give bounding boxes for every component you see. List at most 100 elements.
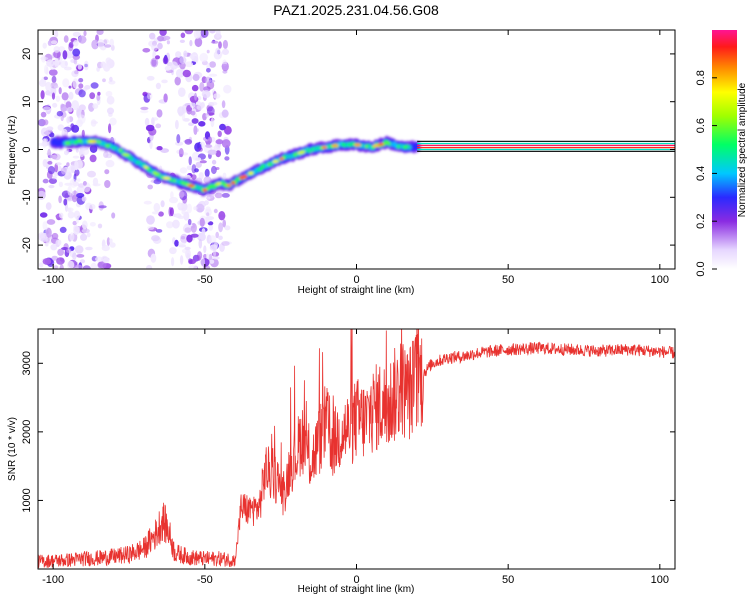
spectral-noise-blob [70, 123, 75, 131]
spectral-noise-blob [158, 211, 164, 217]
spectral-noise-blob [177, 215, 185, 219]
colorbar-tick-label: 0.2 [695, 214, 707, 229]
spectral-noise-blob [58, 181, 64, 188]
spectral-noise-blob [84, 85, 91, 90]
spectral-noise-blob [146, 264, 153, 269]
spectral-noise-blob [203, 245, 207, 253]
spectral-noise-blob [208, 73, 218, 77]
spectral-noise-blob [205, 144, 213, 148]
spectral-noise-blob [221, 63, 228, 69]
spectral-noise-blob [179, 167, 188, 174]
ridge-peak [331, 144, 339, 148]
spectral-noise-blob [149, 140, 153, 150]
spectral-noise-blob [210, 117, 215, 128]
spectral-noise-blob [90, 262, 97, 269]
spectral-noise-blob [77, 114, 86, 124]
spectral-noise-blob [169, 61, 178, 70]
spectral-noise-blob [219, 123, 226, 131]
spectral-noise-blob [188, 122, 194, 127]
spectral-noise-blob [95, 256, 104, 262]
spectrogram-x-tick-label: 0 [353, 274, 359, 286]
spectral-noise-blob [155, 123, 162, 129]
spectral-noise-blob [180, 201, 188, 212]
spectral-noise-blob [145, 124, 155, 132]
ridge-peak [272, 159, 279, 164]
spectral-noise-blob [59, 264, 64, 269]
spectrogram-y-tick-label: 10 [21, 96, 33, 108]
spectral-noise-blob [211, 159, 217, 165]
spectral-noise-blob [222, 219, 226, 228]
spectral-noise-blob [179, 255, 184, 265]
spectral-noise-blob [97, 39, 105, 49]
spectral-noise-blob [96, 30, 104, 35]
ridge-peak [216, 181, 222, 185]
spectrogram-x-tick-label: 50 [502, 274, 514, 286]
spectral-noise-blob [47, 40, 53, 46]
spectral-noise-blob [199, 217, 205, 227]
spectral-noise-blob [213, 208, 218, 214]
spectral-noise-blob [54, 58, 60, 68]
spectral-noise-blob [184, 138, 193, 145]
spectral-noise-blob [198, 147, 203, 152]
spectral-noise-blob [81, 196, 87, 202]
spectral-noise-blob [157, 42, 163, 50]
spectral-noise-blob [51, 232, 59, 240]
spectral-noise-blob [198, 172, 204, 180]
spectral-noise-blob [40, 56, 49, 61]
spectral-noise-blob [42, 138, 47, 148]
spectral-noise-blob [144, 117, 150, 127]
spectral-noise-blob [47, 166, 56, 175]
spectral-noise-blob [87, 170, 96, 178]
spectral-noise-blob [168, 206, 172, 217]
spectral-noise-blob [109, 76, 113, 82]
spectral-noise-blob [181, 209, 186, 215]
spectral-noise-blob [68, 41, 74, 49]
spectral-noise-blob [78, 89, 86, 98]
spectral-noise-blob [83, 30, 87, 37]
spectral-noise-blob [104, 169, 110, 175]
spectral-noise-blob [180, 32, 186, 39]
spectral-noise-blob [72, 48, 81, 57]
spectral-noise-blob [188, 156, 192, 166]
spectral-noise-blob [79, 259, 86, 264]
spectral-noise-blob [151, 44, 159, 51]
spectral-noise-blob [186, 165, 192, 171]
spectral-noise-blob [182, 69, 191, 78]
spectral-noise-blob [97, 261, 103, 268]
spectral-noise-blob [42, 221, 48, 231]
spectral-noise-blob [201, 90, 211, 99]
spectral-noise-blob [150, 57, 159, 68]
spectral-noise-blob [58, 87, 62, 95]
spectral-noise-blob [48, 69, 58, 76]
spectral-noise-blob [91, 39, 99, 50]
spectral-noise-blob [43, 119, 49, 126]
spectral-noise-blob [160, 148, 170, 154]
spectral-noise-blob [96, 94, 101, 101]
spectral-noise-blob [55, 214, 59, 218]
snr-y-tick-label: 1000 [21, 488, 33, 512]
spectral-noise-blob [72, 78, 79, 89]
spectral-noise-blob [214, 192, 223, 199]
ridge-peak [321, 145, 327, 149]
spectral-noise-blob [91, 121, 98, 124]
spectral-noise-blob [140, 106, 149, 111]
spectral-noise-blob [206, 62, 211, 70]
spectral-noise-blob [45, 90, 51, 96]
spectral-noise-blob [169, 247, 177, 255]
spectral-noise-blob [55, 162, 62, 166]
snr-y-axis: 1000 2000 3000 [21, 351, 675, 513]
spectral-noise-blob [104, 180, 111, 188]
spectral-noise-blob [155, 82, 161, 90]
spectral-noise-blob [75, 217, 79, 224]
spectral-noise-blob [55, 95, 61, 102]
spectral-noise-blob [176, 134, 181, 144]
spectral-noise-blob [193, 125, 198, 135]
spectral-noise-blob [151, 235, 160, 242]
spectral-noise-blob [190, 110, 196, 116]
ridge-peak [239, 175, 247, 179]
spectral-noise-blob [194, 168, 199, 173]
spectral-noise-blob [76, 185, 85, 194]
spectral-noise-blob [207, 136, 213, 144]
spectral-noise-blob [205, 113, 209, 118]
